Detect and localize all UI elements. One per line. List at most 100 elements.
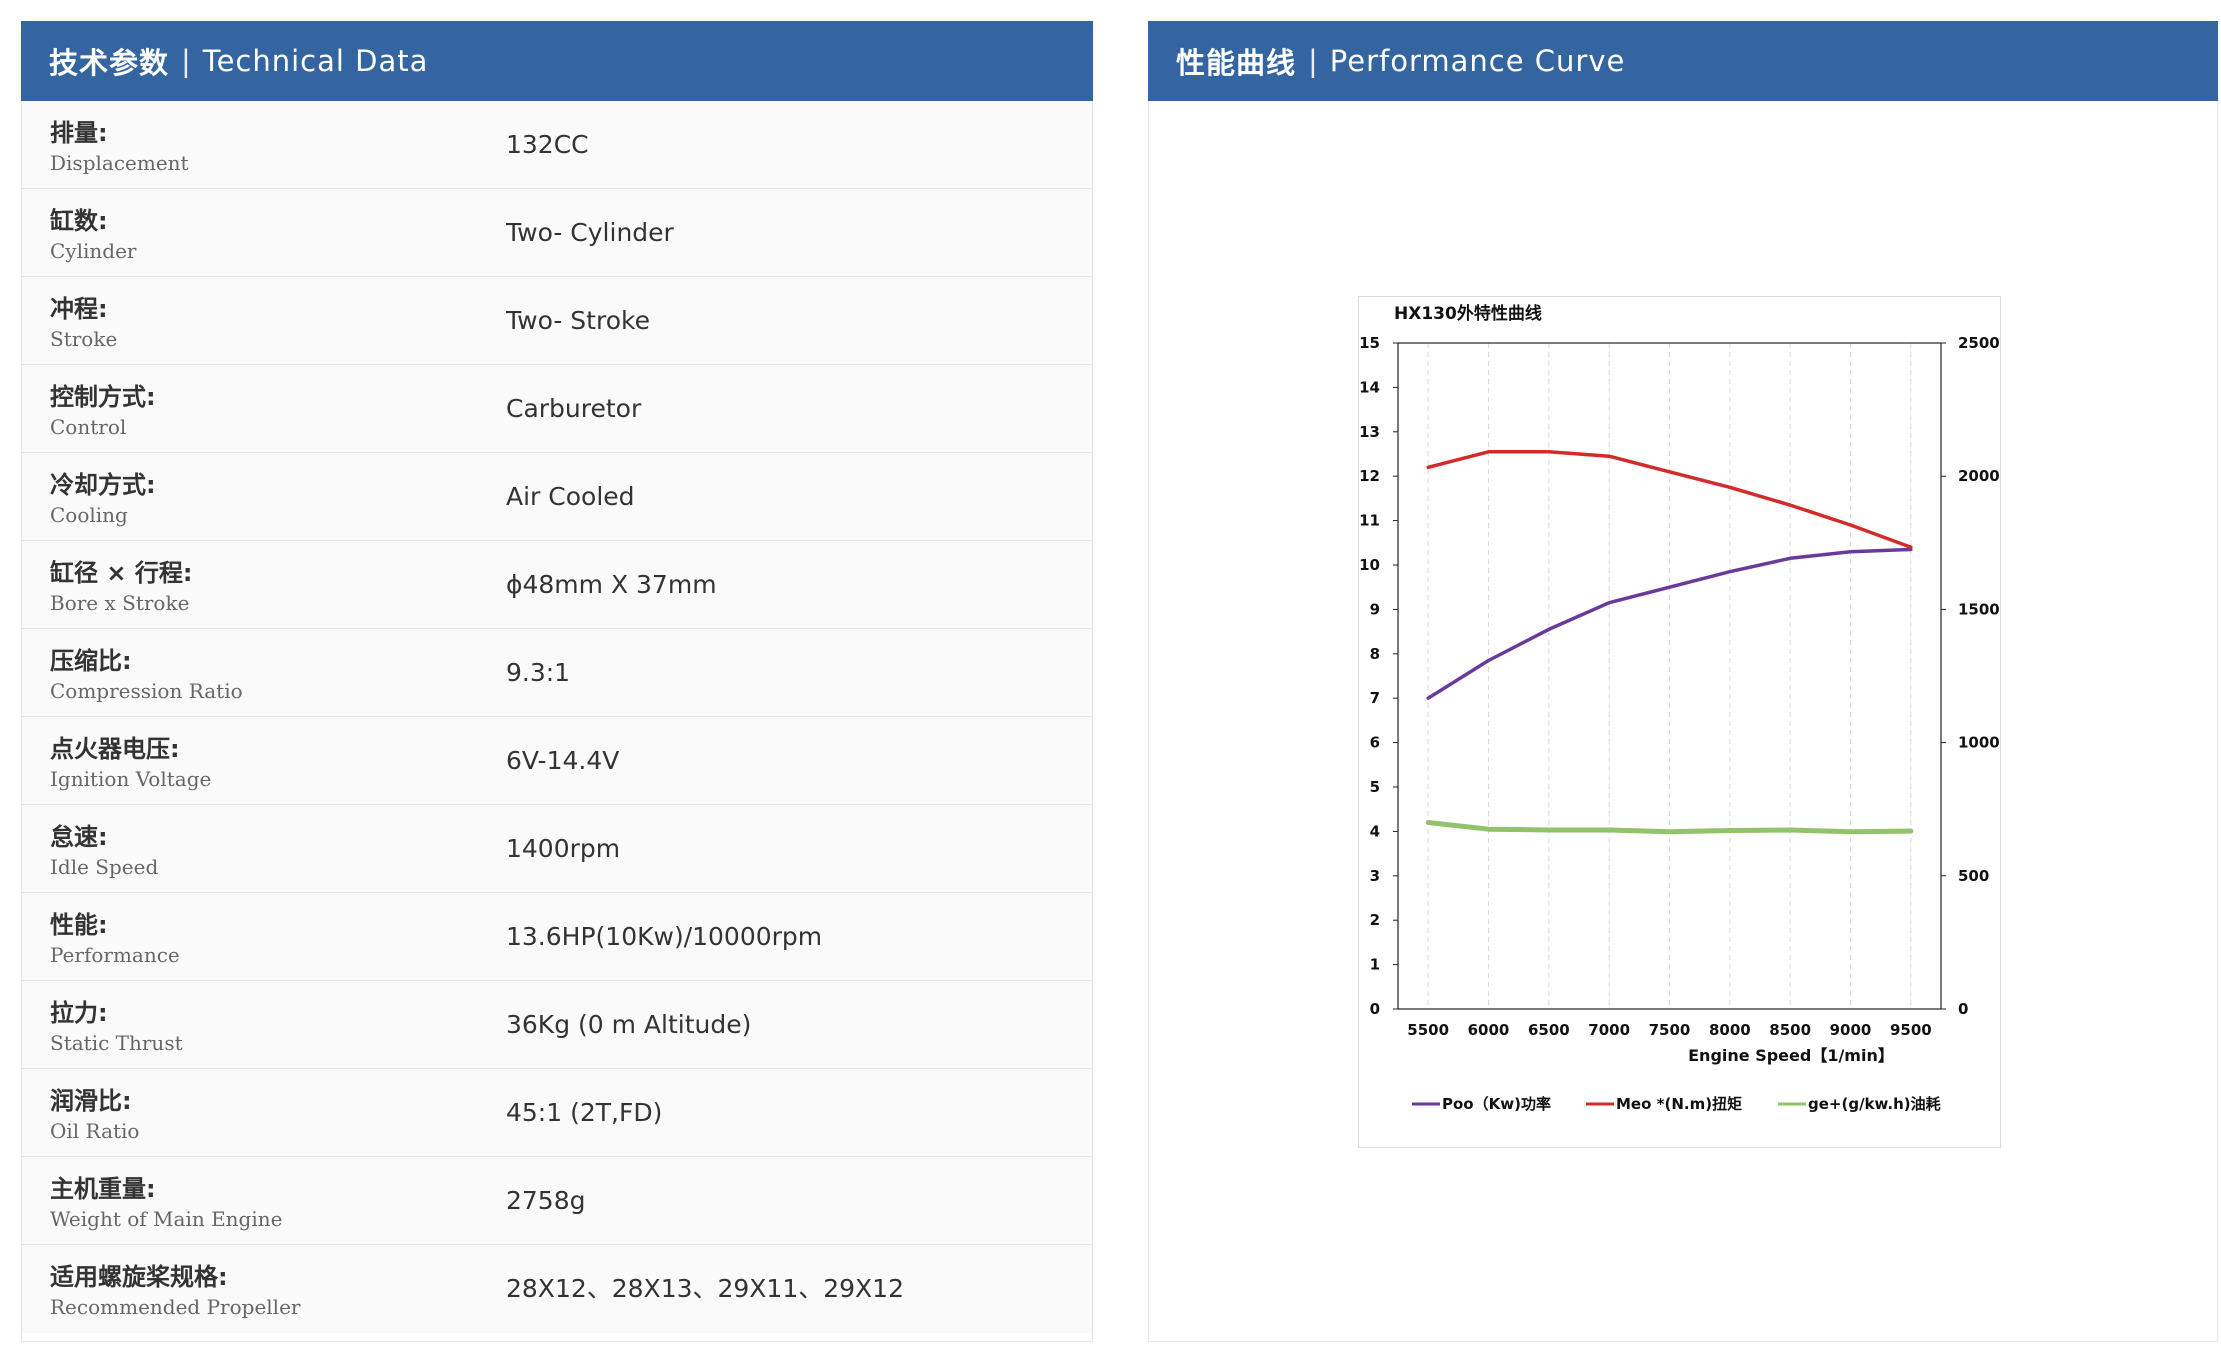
spec-value: 45:1 (2T,FD) bbox=[506, 1098, 663, 1127]
y-tick-label: 6 bbox=[1370, 734, 1380, 752]
performance-curve-title-zh: 性能曲线 bbox=[1176, 46, 1297, 80]
spec-label-en: Performance bbox=[50, 943, 180, 967]
spec-label-zh: 控制方式: bbox=[50, 383, 156, 411]
spec-value: ϕ48mm X 37mm bbox=[506, 570, 717, 599]
spec-value: 1400rpm bbox=[506, 834, 621, 863]
spec-row: 拉力: Static Thrust 36Kg (0 m Altitude) bbox=[22, 981, 1092, 1069]
x-tick-label: 7500 bbox=[1649, 1021, 1691, 1039]
spec-row: 润滑比: Oil Ratio 45:1 (2T,FD) bbox=[22, 1069, 1092, 1157]
spec-label-en: Cooling bbox=[50, 503, 128, 527]
performance-chart-svg: 0123456789101112131415050010001500200025… bbox=[1323, 296, 2034, 1148]
spec-value: 6V-14.4V bbox=[506, 746, 620, 775]
spec-row: 性能: Performance 13.6HP(10Kw)/10000rpm bbox=[22, 893, 1092, 981]
spec-value: 132CC bbox=[506, 130, 589, 159]
spec-row: 排量: Displacement 132CC bbox=[22, 101, 1092, 189]
spec-row: 点火器电压: Ignition Voltage 6V-14.4V bbox=[22, 717, 1092, 805]
spec-label-en: Idle Speed bbox=[50, 855, 159, 879]
x-tick-label: 5500 bbox=[1407, 1021, 1449, 1039]
spec-label-en: Compression Ratio bbox=[50, 679, 243, 703]
spec-label-zh: 怠速: bbox=[50, 823, 108, 851]
y-tick-label: 4 bbox=[1370, 822, 1380, 840]
legend-label: ge+(g/kw.h)油耗 bbox=[1808, 1095, 1941, 1113]
x-tick-label: 6000 bbox=[1468, 1021, 1510, 1039]
spec-label-en: Weight of Main Engine bbox=[50, 1207, 283, 1231]
y2-tick-label: 0 bbox=[1958, 1000, 1968, 1018]
x-tick-label: 9000 bbox=[1830, 1021, 1872, 1039]
spec-label-zh: 主机重量: bbox=[50, 1175, 156, 1203]
spec-label-en: Oil Ratio bbox=[50, 1119, 140, 1143]
technical-data-header: 技术参数 | Technical Data bbox=[21, 21, 1093, 101]
spec-label-zh: 缸数: bbox=[50, 207, 108, 235]
performance-chart: 0 1 2 3 4 5 6 7 8 9 10 11 12 13 14 15 0 500 1000 1500 2000 25… bbox=[1323, 296, 2034, 1148]
spec-label-zh: 冲程: bbox=[50, 295, 108, 323]
series-line-3 bbox=[1425, 820, 1914, 835]
y2-tick-label: 1000 bbox=[1958, 734, 2000, 752]
technical-data-title-zh: 技术参数 bbox=[49, 46, 170, 80]
spec-row: 怠速: Idle Speed 1400rpm bbox=[22, 805, 1092, 893]
spec-label-zh: 压缩比: bbox=[50, 647, 132, 675]
spec-label-zh: 拉力: bbox=[50, 999, 108, 1027]
spec-label-en: Stroke bbox=[50, 327, 118, 351]
spec-label-en: Recommended Propeller bbox=[50, 1295, 301, 1319]
y2-tick-label: 1500 bbox=[1958, 600, 2000, 618]
x-tick-label: 8500 bbox=[1769, 1021, 1811, 1039]
spec-label-en: Cylinder bbox=[50, 239, 137, 263]
spec-label-zh: 适用螺旋桨规格: bbox=[50, 1263, 228, 1291]
y-tick-label: 12 bbox=[1359, 467, 1380, 485]
legend-label: Meo *(N.m)扭矩 bbox=[1616, 1095, 1742, 1113]
performance-curve-panel: 性能曲线 | Performance Curve bbox=[1148, 21, 2218, 1342]
spec-label-en: Displacement bbox=[50, 151, 189, 175]
spec-row: 缸数: Cylinder Two- Cylinder bbox=[22, 189, 1092, 277]
spec-row: 冲程: Stroke Two- Stroke bbox=[22, 277, 1092, 365]
y-tick-label: 8 bbox=[1370, 645, 1380, 663]
chart-title: HX130外特性曲线 bbox=[1394, 303, 1542, 324]
spec-table: 排量: Displacement 132CC 缸数: Cylinder Two- Cyli… bbox=[22, 101, 1092, 1333]
spec-row: 缸径 × 行程: Bore x Stroke ϕ48mm X 37mm bbox=[22, 541, 1092, 629]
spec-label-zh: 缸径 × 行程: bbox=[50, 559, 193, 587]
y-tick-label: 9 bbox=[1370, 600, 1380, 618]
y2-tick-label: 2000 bbox=[1958, 467, 2000, 485]
y-tick-label: 3 bbox=[1370, 867, 1380, 885]
spec-value: Air Cooled bbox=[506, 482, 635, 511]
legend-label: Poo（Kw)功率 bbox=[1442, 1095, 1551, 1113]
performance-curve-title-en: Performance Curve bbox=[1329, 44, 1626, 78]
chart-frame bbox=[1358, 296, 2001, 1148]
spec-label-zh: 性能: bbox=[50, 911, 108, 939]
y-tick-label: 0 bbox=[1370, 1000, 1380, 1018]
x-tick-label: 8000 bbox=[1709, 1021, 1751, 1039]
y2-tick-label: 500 bbox=[1958, 867, 1989, 885]
spec-value: Carburetor bbox=[506, 394, 642, 423]
plot-area bbox=[1397, 342, 1942, 1010]
y-tick-label: 14 bbox=[1359, 378, 1380, 396]
spec-label-en: Ignition Voltage bbox=[50, 767, 212, 791]
y2-tick-label: 2500 bbox=[1958, 334, 2000, 352]
spec-value: 36Kg (0 m Altitude) bbox=[506, 1010, 752, 1039]
y-tick-label: 1 bbox=[1370, 956, 1380, 974]
spec-row: 冷却方式: Cooling Air Cooled bbox=[22, 453, 1092, 541]
spec-label-en: Bore x Stroke bbox=[50, 591, 190, 615]
performance-curve-header: 性能曲线 | Performance Curve bbox=[1148, 21, 2218, 101]
spec-row: 适用螺旋桨规格: Recommended Propeller 28X12、28X13… bbox=[22, 1245, 1092, 1333]
series-line-2 bbox=[1426, 450, 1913, 549]
spec-value: Two- Stroke bbox=[506, 306, 650, 335]
series-line-1 bbox=[1426, 547, 1913, 700]
spec-label-zh: 排量: bbox=[50, 119, 108, 147]
spec-value: Two- Cylinder bbox=[506, 218, 674, 247]
y-tick-label: 15 bbox=[1359, 334, 1380, 352]
technical-data-title-en: Technical Data bbox=[202, 44, 429, 78]
y-tick-label: 11 bbox=[1359, 512, 1380, 530]
x-tick-label: 9500 bbox=[1890, 1021, 1932, 1039]
y-tick-label: 7 bbox=[1370, 689, 1380, 707]
spec-label-zh: 点火器电压: bbox=[50, 735, 180, 763]
spec-value: 9.3:1 bbox=[506, 658, 571, 687]
header-separator: | bbox=[1308, 44, 1318, 78]
spec-label-zh: 冷却方式: bbox=[50, 471, 156, 499]
header-separator: | bbox=[181, 44, 191, 78]
spec-row: 控制方式: Control Carburetor bbox=[22, 365, 1092, 453]
spec-value: 28X12、28X13、29X11、29X12 bbox=[506, 1274, 904, 1303]
spec-value: 13.6HP(10Kw)/10000rpm bbox=[506, 922, 823, 951]
spec-row: 主机重量: Weight of Main Engine 2758g bbox=[22, 1157, 1092, 1245]
y-tick-label: 5 bbox=[1370, 778, 1380, 796]
y-tick-label: 13 bbox=[1359, 423, 1380, 441]
spec-label-en: Static Thrust bbox=[50, 1031, 183, 1055]
